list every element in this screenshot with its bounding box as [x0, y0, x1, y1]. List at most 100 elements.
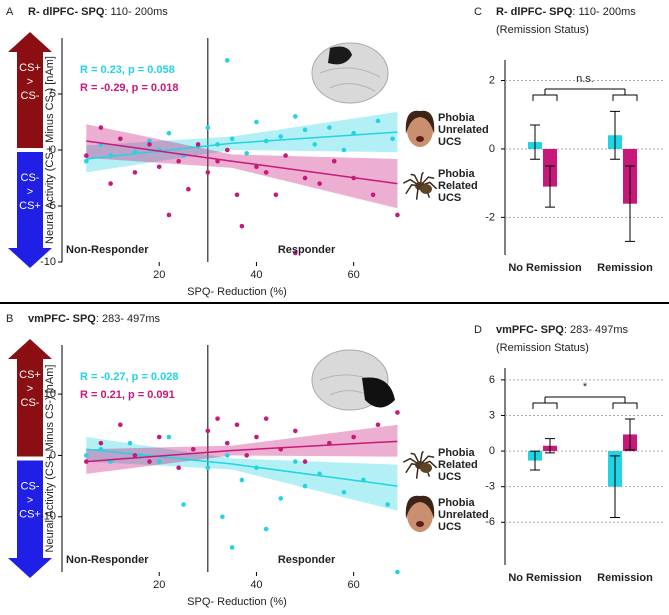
significance-bracket: [532, 396, 638, 409]
data-point: [370, 192, 376, 198]
data-point: [176, 158, 181, 164]
arrow-label: CS-: [21, 172, 40, 184]
data-point: [239, 477, 245, 483]
y-tick-label: 6: [489, 374, 495, 386]
data-point: [147, 138, 152, 144]
panel-letter: D: [474, 324, 482, 336]
data-point: [375, 422, 381, 428]
region-label: Non-Responder: [66, 554, 149, 566]
data-point: [263, 170, 269, 175]
y-tick-label: -10: [40, 511, 56, 523]
data-point: [176, 465, 181, 471]
data-point: [205, 465, 211, 471]
panel-title: vmPFC- SPQ: 283- 497ms: [28, 313, 161, 325]
face-icon: [407, 113, 433, 147]
title-rest: : 110- 200ms: [572, 6, 636, 18]
data-point: [254, 119, 259, 125]
y-tick-label: -3: [485, 481, 495, 493]
error-bar: [545, 165, 555, 208]
data-point: [132, 453, 138, 458]
spider-abdomen: [420, 463, 432, 473]
data-point: [98, 125, 104, 130]
y-tick-label: 0: [50, 144, 56, 156]
arrow-label: >: [27, 383, 33, 395]
x-tick-label: No Remission: [508, 262, 582, 274]
face-icon: [407, 498, 433, 532]
data-point: [98, 440, 104, 446]
mouth: [416, 521, 424, 527]
hair: [405, 110, 435, 134]
data-point: [293, 114, 298, 119]
data-point: [229, 136, 235, 142]
data-point: [215, 416, 220, 421]
hair: [405, 495, 435, 519]
x-tick-label: Remission: [597, 262, 653, 274]
significance-label: n.s.: [576, 73, 594, 85]
y-tick-label: -10: [40, 256, 56, 268]
title-rest: : 283- 497ms: [96, 313, 161, 325]
stat-annotation: R = -0.27, p = 0.028: [80, 371, 178, 383]
data-point: [181, 502, 186, 507]
x-tick-label: 20: [153, 269, 165, 281]
data-point: [302, 483, 308, 489]
y-tick-label: 5: [50, 88, 56, 100]
stat-annotation: R = 0.21, p = 0.091: [80, 389, 175, 401]
y-tick-label: 3: [489, 409, 495, 421]
data-point: [156, 434, 162, 440]
x-tick-label: Remission: [597, 572, 653, 584]
panel-letter: C: [474, 6, 482, 18]
x-tick-label: 40: [250, 269, 262, 281]
data-point: [186, 186, 191, 192]
arrow-label: CS-: [21, 397, 40, 409]
panel-subtitle: (Remission Status): [496, 24, 589, 36]
ucs-label: Related: [438, 180, 478, 192]
error-bar: [625, 165, 635, 242]
panel-title: R- dlPFC- SPQ: 110- 200ms: [28, 6, 168, 18]
data-point: [385, 502, 390, 507]
data-point: [118, 136, 123, 142]
brain-activation: [328, 46, 352, 65]
data-point: [108, 181, 113, 186]
data-point: [263, 526, 269, 532]
data-point: [395, 410, 400, 415]
error-bar: [530, 124, 540, 160]
arrow-label: CS-: [21, 480, 40, 492]
title-bold: vmPFC- SPQ: [496, 324, 564, 336]
data-point: [375, 118, 381, 124]
data-point: [224, 147, 230, 153]
data-point: [278, 134, 284, 139]
data-point: [220, 514, 225, 520]
arrow-label: CS-: [21, 90, 40, 102]
data-point: [166, 434, 172, 440]
data-point: [224, 58, 230, 63]
data-point: [390, 136, 395, 142]
arrow-label: CS+: [19, 508, 41, 520]
data-point: [224, 453, 230, 458]
title-rest: : 110- 200ms: [104, 6, 168, 18]
region-label: Responder: [278, 554, 336, 566]
ucs-label: Unrelated: [438, 124, 489, 136]
title-bold: vmPFC- SPQ: [28, 313, 96, 325]
data-point: [341, 489, 347, 495]
data-point: [395, 569, 400, 575]
x-tick-label: No Remission: [508, 572, 582, 584]
title-bold: R- dlPFC- SPQ: [28, 6, 105, 18]
y-axis-label: Neural Activity (CS+ Minus CS-) [nAm]: [44, 365, 56, 553]
data-point: [254, 164, 259, 170]
arrow-label: CS+: [19, 369, 41, 381]
region-label: Responder: [278, 244, 336, 256]
data-point: [278, 496, 284, 501]
data-point: [331, 158, 337, 164]
ucs-label: Related: [438, 459, 478, 471]
data-point: [263, 416, 269, 421]
fit-line: [86, 440, 398, 463]
error-bar: [610, 455, 620, 519]
error-bar: [625, 418, 635, 451]
y-axis-label: Neural Activity (CS+ Minus CS-) [nAm]: [44, 56, 56, 244]
data-point: [224, 440, 230, 446]
ucs-label: Unrelated: [438, 509, 489, 521]
x-tick-label: 20: [153, 579, 165, 591]
data-point: [118, 422, 123, 428]
data-point: [327, 125, 332, 130]
arrow-label: >: [27, 494, 33, 506]
